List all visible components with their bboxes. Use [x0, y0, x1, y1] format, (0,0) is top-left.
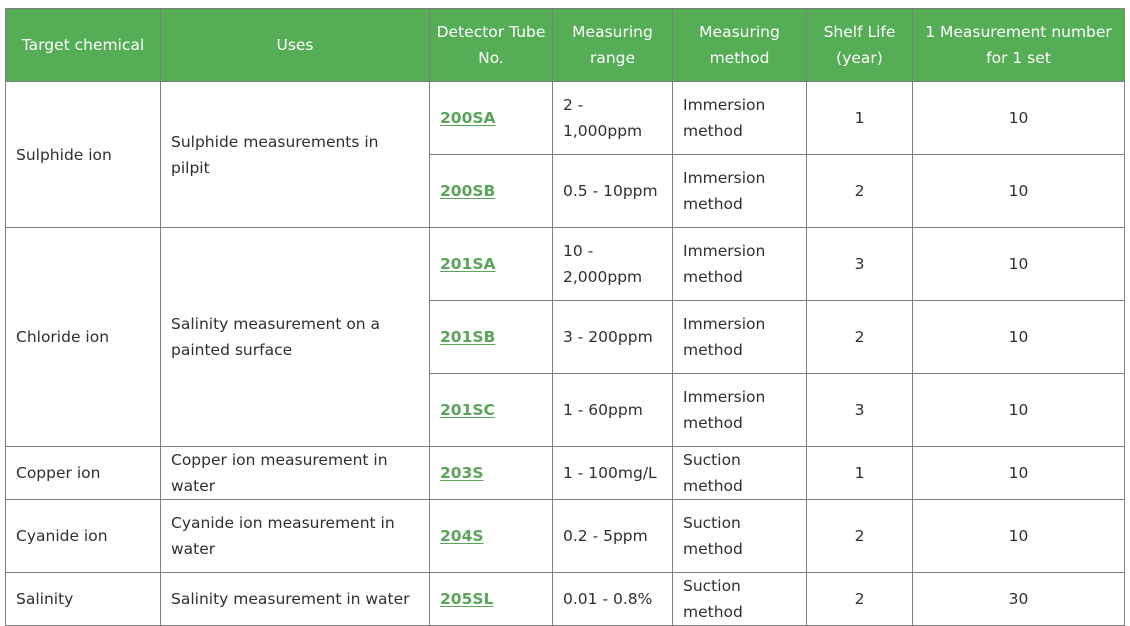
table-row: 200SB 0.5 - 10ppm Immersion method 2 10 — [6, 154, 1125, 228]
header-target-chemical: Target chemical — [5, 8, 161, 82]
shelf-life-cell: 2 — [806, 154, 913, 228]
table-row: Salinity Salinity measurement in water 2… — [5, 572, 1125, 626]
header-detector-tube-no: Detector Tube No. — [429, 8, 553, 82]
shelf-life-cell: 1 — [806, 446, 913, 500]
header-shelf-life: Shelf Life (year) — [806, 8, 913, 82]
shelf-life-cell: 1 — [806, 81, 913, 155]
tube-link-203s[interactable]: 203S — [440, 464, 484, 482]
table-header-row: Target chemical Uses Detector Tube No. M… — [5, 8, 1125, 82]
table-row: Copper ion Copper ion measurement in wat… — [5, 446, 1125, 500]
target-chemical-cell: Chloride ion — [5, 227, 161, 447]
range-cell: 1 - 100mg/L — [552, 446, 673, 500]
shelf-life-cell: 2 — [806, 300, 913, 374]
table-row: Chloride ion Salinity measurement on a p… — [5, 227, 1125, 447]
method-cell: Immersion method — [672, 227, 807, 301]
table-row: 201SC 1 - 60ppm Immersion method 3 10 — [6, 373, 1125, 447]
uses-cell: Copper ion measurement in water — [160, 446, 430, 500]
method-cell: Suction method — [672, 499, 807, 573]
tube-cell: 201SA — [429, 227, 553, 301]
count-cell: 10 — [912, 499, 1125, 573]
header-measuring-range: Measuring range — [552, 8, 673, 82]
table-row: Cyanide ion Cyanide ion measurement in w… — [5, 499, 1125, 573]
range-cell: 0.01 - 0.8% — [552, 572, 673, 626]
tube-cell: 200SB — [429, 154, 553, 228]
tube-link-200sb[interactable]: 200SB — [440, 182, 496, 200]
shelf-life-cell: 3 — [806, 373, 913, 447]
method-cell: Suction method — [672, 572, 807, 626]
tube-cell: 201SB — [429, 300, 553, 374]
method-cell: Immersion method — [672, 154, 807, 228]
header-measurement-count: 1 Measurement number for 1 set — [912, 8, 1125, 82]
tube-cell: 204S — [429, 499, 553, 573]
count-cell: 10 — [912, 227, 1125, 301]
header-measuring-method: Measuring method — [672, 8, 807, 82]
shelf-life-cell: 2 — [806, 499, 913, 573]
range-cell: 0.5 - 10ppm — [552, 154, 673, 228]
shelf-life-cell: 3 — [806, 227, 913, 301]
table-row: 201SB 3 - 200ppm Immersion method 2 10 — [6, 300, 1125, 374]
detector-tube-table: Target chemical Uses Detector Tube No. M… — [5, 8, 1125, 626]
range-cell: 10 - 2,000ppm — [552, 227, 673, 301]
tube-link-205sl[interactable]: 205SL — [440, 590, 494, 608]
tube-cell: 205SL — [429, 572, 553, 626]
count-cell: 10 — [912, 300, 1125, 374]
tube-link-204s[interactable]: 204S — [440, 527, 484, 545]
count-cell: 10 — [912, 81, 1125, 155]
count-cell: 10 — [912, 373, 1125, 447]
tube-cell: 200SA — [429, 81, 553, 155]
tube-cell: 201SC — [429, 373, 553, 447]
header-uses: Uses — [160, 8, 430, 82]
range-cell: 1 - 60ppm — [552, 373, 673, 447]
count-cell: 10 — [912, 446, 1125, 500]
uses-cell: Salinity measurement in water — [160, 572, 430, 626]
tube-link-201sb[interactable]: 201SB — [440, 328, 496, 346]
method-cell: Immersion method — [672, 373, 807, 447]
tube-link-201sa[interactable]: 201SA — [440, 255, 496, 273]
uses-cell: Cyanide ion measurement in water — [160, 499, 430, 573]
uses-cell: Salinity measurement on a painted surfac… — [160, 227, 430, 447]
target-chemical-cell: Sulphide ion — [5, 81, 161, 228]
uses-cell: Sulphide measurements in pilpit — [160, 81, 430, 228]
shelf-life-cell: 2 — [806, 572, 913, 626]
target-chemical-cell: Copper ion — [5, 446, 161, 500]
count-cell: 10 — [912, 154, 1125, 228]
method-cell: Immersion method — [672, 81, 807, 155]
range-cell: 3 - 200ppm — [552, 300, 673, 374]
count-cell: 30 — [912, 572, 1125, 626]
range-cell: 0.2 - 5ppm — [552, 499, 673, 573]
range-cell: 2 - 1,000ppm — [552, 81, 673, 155]
target-chemical-cell: Cyanide ion — [5, 499, 161, 573]
tube-cell: 203S — [429, 446, 553, 500]
tube-link-201sc[interactable]: 201SC — [440, 401, 495, 419]
tube-link-200sa[interactable]: 200SA — [440, 109, 496, 127]
method-cell: Suction method — [672, 446, 807, 500]
table-row: Sulphide ion Sulphide measurements in pi… — [5, 81, 1125, 228]
target-chemical-cell: Salinity — [5, 572, 161, 626]
method-cell: Immersion method — [672, 300, 807, 374]
